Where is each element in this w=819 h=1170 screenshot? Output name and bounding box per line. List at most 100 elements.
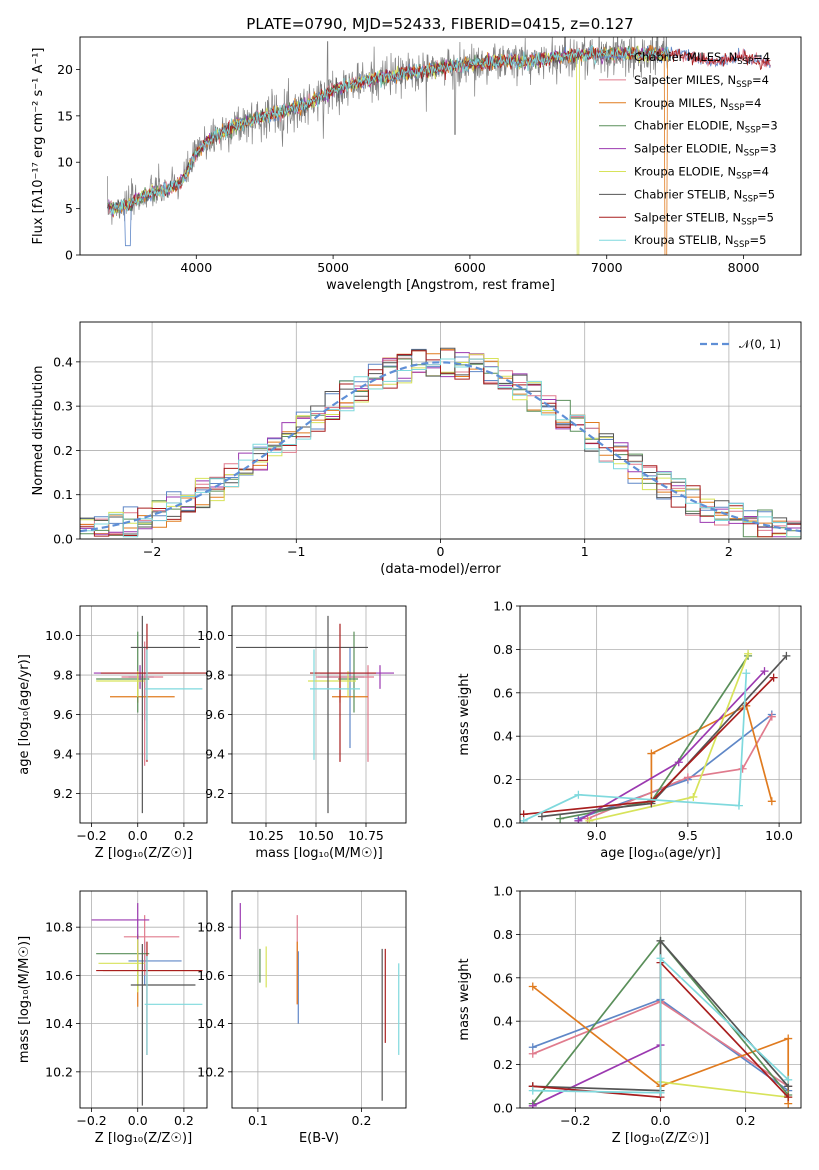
weight-marker — [656, 936, 665, 945]
x-tick-label: 5000 — [317, 260, 349, 275]
legend-entry: Kroupa ELODIE, NSSP=4 — [634, 165, 769, 182]
weight-marker — [585, 816, 594, 823]
y-tick-label: 9.8 — [53, 668, 73, 683]
weight-marker — [528, 1101, 537, 1108]
weight-marker — [528, 1049, 537, 1058]
y-tick-label: 0.0 — [493, 1101, 513, 1116]
x-axis-label: (data-model)/error — [380, 562, 501, 577]
y-tick-label: 0.8 — [493, 927, 513, 942]
weight-marker — [784, 1034, 793, 1043]
y-tick-label: 10.4 — [45, 1016, 73, 1031]
plot-area — [239, 903, 400, 1101]
y-tick-label: 10.0 — [45, 628, 73, 643]
y-tick-label: 0.4 — [493, 729, 513, 744]
axes-frame — [231, 605, 407, 824]
weight-marker — [647, 749, 656, 758]
plot-area — [93, 615, 207, 814]
y-tick-label: 0.6 — [493, 685, 513, 700]
x-tick-label: −0.2 — [560, 1113, 590, 1128]
x-tick-label: 0.0 — [128, 1113, 148, 1128]
x-tick-label: 10.25 — [248, 828, 284, 843]
x-axis-label: Z [log₁₀(Z/Z☉)] — [612, 1131, 709, 1146]
weight-marker — [742, 669, 751, 678]
weight-line — [532, 1044, 661, 1107]
x-axis-label: E(B-V) — [299, 1131, 339, 1146]
plot-area — [520, 649, 791, 823]
weight-marker — [738, 764, 747, 773]
model-line — [109, 44, 670, 215]
y-axis-label: mass [log₁₀(M/M☉)] — [17, 936, 32, 1063]
plot-area — [107, 37, 771, 255]
x-axis-label: age [log₁₀(age/yr)] — [600, 846, 721, 861]
y-tick-label: 0.4 — [493, 1014, 513, 1029]
y-tick-label: 9.8 — [205, 668, 225, 683]
weight-marker — [528, 1086, 537, 1095]
axes-frame — [79, 36, 802, 256]
x-tick-label: 7000 — [591, 260, 623, 275]
panel-residuals: −2 −1 0 1 2 0.0 0.1 0.2 0.3 0.4 (data-model)/error… — [31, 321, 802, 577]
x-tick-label: 0.2 — [174, 828, 194, 843]
x-tick-label: 8000 — [728, 260, 760, 275]
panel-spectrum: 4000 5000 6000 7000 8000 0 5 10 15 20 wavelength [… — [31, 36, 802, 293]
weight-line — [559, 655, 749, 820]
y-tick-label: 0 — [65, 248, 73, 263]
weight-marker — [683, 773, 692, 782]
y-tick-label: 0.8 — [493, 642, 513, 657]
axes-frame — [519, 890, 802, 1109]
y-tick-label: 9.6 — [205, 707, 225, 722]
gaussian-curve — [80, 361, 801, 533]
panel-mass_vs_z: −0.2 0.0 0.2 10.2 10.4 10.6 10.8 Z [log₁₀(Z/Z☉)… — [17, 890, 208, 1146]
x-tick-label: 1 — [581, 544, 589, 559]
y-tick-label: 10 — [57, 155, 73, 170]
legend-entry: Salpeter MILES, NSSP=4 — [634, 73, 769, 90]
weight-marker — [674, 758, 683, 767]
weight-marker — [689, 792, 698, 801]
y-tick-label: 10.0 — [197, 628, 225, 643]
y-tick-label: 10.8 — [197, 920, 225, 935]
weight-marker — [782, 651, 791, 660]
x-tick-label: 10.50 — [298, 828, 334, 843]
legend-entry: Kroupa MILES, NSSP=4 — [634, 96, 761, 113]
legend-entry: 𝒩(0, 1) — [739, 337, 781, 351]
weight-marker — [528, 982, 537, 991]
y-tick-label: 10.2 — [45, 1064, 73, 1079]
legend-entry: Kroupa STELIB, NSSP=5 — [634, 233, 766, 250]
y-tick-label: 1.0 — [493, 884, 513, 899]
plot-area — [236, 615, 394, 814]
y-tick-label: 9.2 — [205, 786, 225, 801]
axes-frame — [79, 890, 208, 1109]
figure-title: PLATE=0790, MJD=52433, FIBERID=0415, z=0… — [246, 15, 633, 33]
y-tick-label: 5 — [65, 201, 73, 216]
weight-line — [532, 956, 789, 1094]
weight-marker — [769, 673, 778, 682]
x-tick-label: 0.2 — [174, 1113, 194, 1128]
weight-marker — [656, 1088, 665, 1097]
weight-marker — [744, 649, 753, 658]
x-axis-label: wavelength [Angstrom, rest frame] — [326, 278, 555, 293]
x-axis-label: mass [log₁₀(M/M☉)] — [255, 846, 382, 861]
y-tick-label: 20 — [57, 62, 73, 77]
weight-marker — [520, 816, 528, 823]
y-tick-label: 0.0 — [493, 816, 513, 831]
panel-age_vs_z: −0.2 0.0 0.2 9.2 9.4 9.6 9.8 10.0 Z [log₁₀(Z/Z☉)… — [17, 605, 208, 861]
weight-marker — [647, 797, 656, 806]
x-tick-label: −1 — [287, 544, 305, 559]
x-tick-label: 6000 — [454, 260, 486, 275]
y-axis-label: age [log₁₀(age/yr)] — [17, 654, 32, 775]
x-axis-label: Z [log₁₀(Z/Z☉)] — [95, 1131, 192, 1146]
plot-area — [80, 347, 801, 538]
weight-line — [650, 704, 773, 804]
panel-weight_vs_age: 9.0 9.5 10.0 0.0 0.2 0.4 0.6 0.8 1.0 age [log₁₀(a… — [457, 599, 802, 861]
y-tick-label: 9.4 — [205, 746, 225, 761]
weight-marker — [767, 797, 776, 806]
weight-marker — [784, 1075, 793, 1084]
x-axis-label: Z [log₁₀(Z/Z☉)] — [95, 846, 192, 861]
y-tick-label: 15 — [57, 108, 73, 123]
model-line — [108, 46, 771, 214]
y-tick-label: 0.4 — [53, 354, 73, 369]
x-tick-label: 0.2 — [352, 1113, 372, 1128]
weight-marker — [784, 1093, 793, 1102]
y-tick-label: 10.8 — [45, 920, 73, 935]
